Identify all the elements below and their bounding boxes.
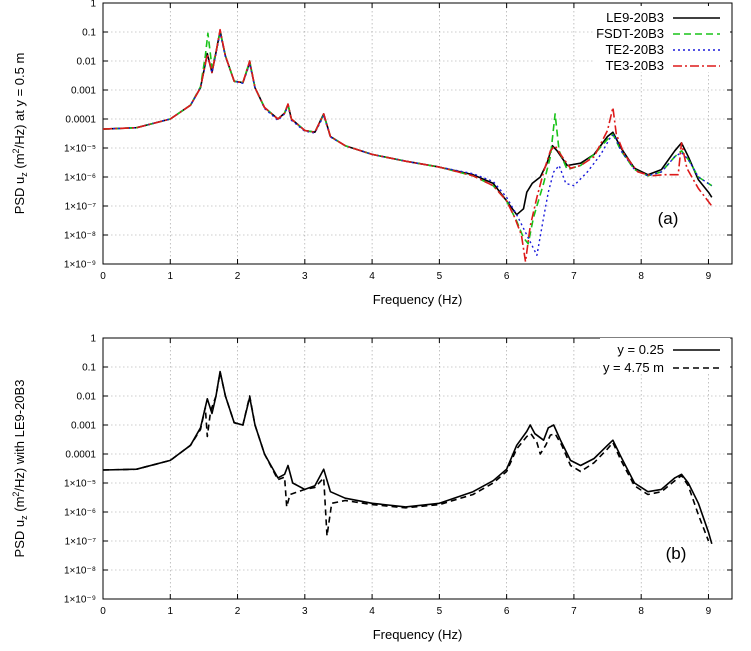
y-axis-title-part: z [19, 515, 29, 520]
x-tick-label: 0 [100, 271, 106, 282]
y-tick-label: 0.01 [77, 392, 97, 403]
x-tick-label: 9 [706, 606, 712, 617]
y-axis-title-part: PSD u [12, 520, 27, 558]
y-axis-title-part: (m [12, 153, 27, 172]
y-axis-title-part: /Hz) at y = 0.5 m [12, 53, 27, 149]
y-tick-label: 0.1 [82, 363, 96, 374]
legend-label: FSDT-20B3 [596, 26, 664, 41]
x-tick-label: 1 [167, 271, 173, 282]
y-axis-title-part: (m [12, 497, 27, 516]
y-tick-label: 1×10⁻⁶ [64, 508, 96, 519]
y-axis-title: PSD uz (m2/Hz) with LE9-20B3 [11, 380, 29, 558]
y-tick-label: 1×10⁻⁷ [65, 202, 97, 213]
y-tick-label: 1×10⁻⁹ [64, 595, 96, 606]
y-tick-label: 0.001 [71, 421, 96, 432]
legend-label: TE3-20B3 [605, 58, 664, 73]
x-tick-label: 2 [235, 606, 241, 617]
x-tick-label: 8 [638, 271, 644, 282]
y-tick-label: 1×10⁻⁵ [64, 479, 96, 490]
series-line-0 [103, 370, 713, 545]
y-tick-label: 1×10⁻⁹ [64, 260, 96, 271]
x-tick-label: 3 [302, 271, 308, 282]
x-tick-label: 6 [504, 606, 510, 617]
y-tick-label: 1×10⁻⁷ [65, 537, 97, 548]
legend-background [595, 6, 730, 72]
y-tick-label: 1×10⁻⁶ [64, 173, 96, 184]
x-tick-label: 8 [638, 606, 644, 617]
x-axis-title: Frequency (Hz) [373, 292, 463, 307]
y-tick-label: 0.0001 [65, 450, 96, 461]
chart-panel-a: 1 0.1 0.01 0.001 0.0001 1×10⁻⁵ 1×10⁻⁶ 1×10⁻⁷ 1×1… [11, 0, 733, 307]
x-tick-label: 3 [302, 606, 308, 617]
x-tick-label: 7 [571, 271, 577, 282]
plot-frame [102, 337, 733, 600]
y-tick-label: 0.001 [71, 86, 96, 97]
y-axis-title-part: 2 [11, 492, 21, 497]
x-tick-label: 4 [369, 606, 375, 617]
y-tick-label: 1×10⁻⁸ [64, 566, 96, 577]
series-line-3 [103, 28, 713, 263]
legend-label: y = 0.25 [617, 342, 664, 357]
chart-panel-b: 1 0.1 0.01 0.001 0.0001 1×10⁻⁵ 1×10⁻⁶ 1×10⁻⁷ 1×1… [11, 334, 733, 642]
legend: y = 0.25 y = 4.75 m [600, 338, 730, 375]
y-tick-label: 1 [90, 334, 96, 345]
panel-label: (a) [658, 209, 679, 228]
legend-label: y = 4.75 m [603, 360, 664, 375]
x-axis-title: Frequency (Hz) [373, 627, 463, 642]
x-tick-label: 5 [437, 271, 443, 282]
y-axis-title-part: z [19, 172, 29, 177]
y-axis-title-part: PSD u [12, 177, 27, 215]
panel-label: (b) [666, 544, 687, 563]
x-tick-label: 2 [235, 271, 241, 282]
x-tick-label: 6 [504, 271, 510, 282]
y-tick-label: 0.1 [82, 28, 96, 39]
y-axis-title-part: /Hz) with LE9-20B3 [12, 380, 27, 492]
legend-label: LE9-20B3 [606, 10, 664, 25]
y-tick-label: 0.01 [77, 57, 97, 68]
x-tick-label: 0 [100, 606, 106, 617]
y-axis-title: PSD uz (m2/Hz) at y = 0.5 m [11, 53, 29, 215]
plot-frame [102, 2, 733, 265]
x-tick-label: 9 [706, 271, 712, 282]
y-axis-title-part: 2 [11, 148, 21, 153]
y-tick-label: 1 [90, 0, 96, 10]
x-tick-label: 5 [437, 606, 443, 617]
y-tick-label: 0.0001 [65, 115, 96, 126]
y-tick-label: 1×10⁻⁸ [64, 231, 96, 242]
x-tick-label: 4 [369, 271, 375, 282]
legend-label: TE2-20B3 [605, 42, 664, 57]
series-line-1 [103, 371, 710, 542]
x-tick-label: 1 [167, 606, 173, 617]
x-tick-label: 7 [571, 606, 577, 617]
y-tick-label: 1×10⁻⁵ [64, 144, 96, 155]
